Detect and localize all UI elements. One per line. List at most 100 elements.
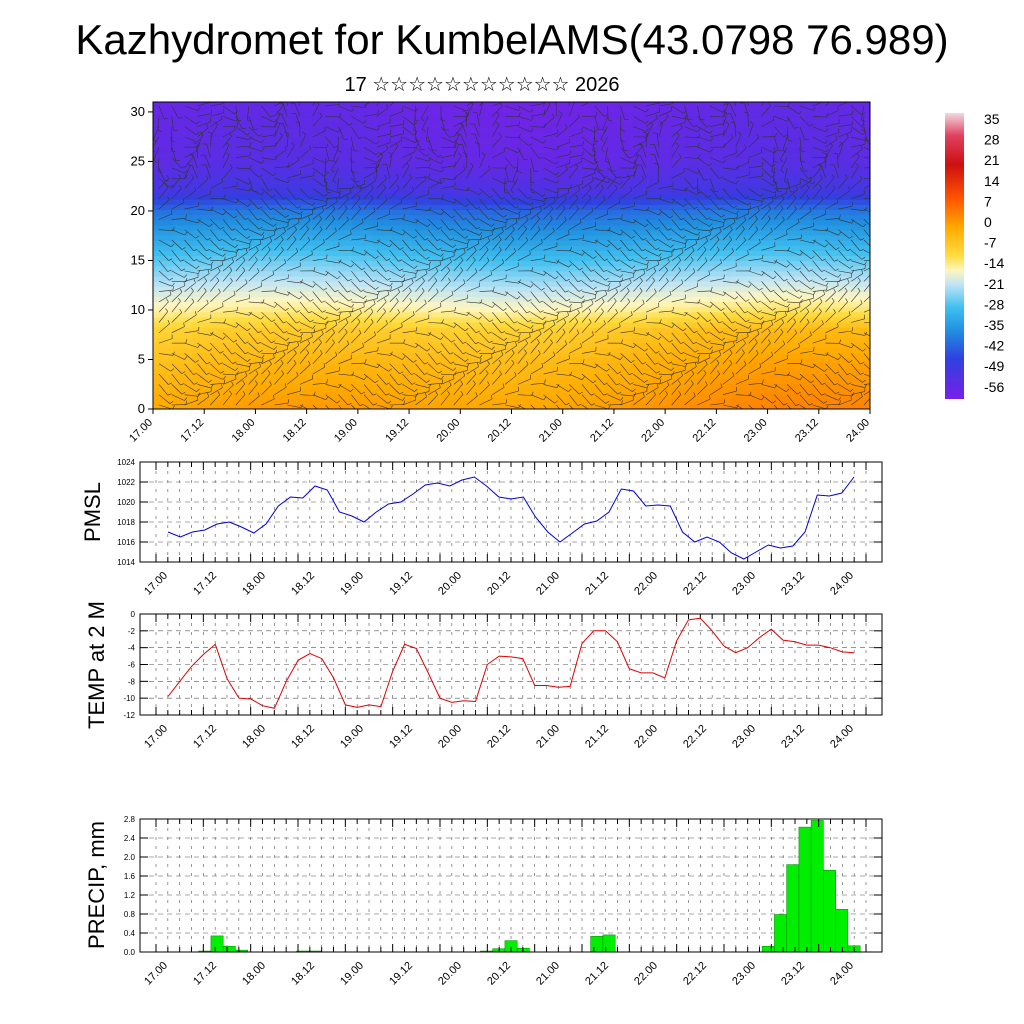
wind-barb-feather — [179, 288, 183, 293]
temperature-cell — [471, 163, 493, 170]
wind-barb-feather — [254, 256, 258, 261]
wind-barb-feather — [351, 304, 355, 308]
temperature-cell — [850, 255, 870, 262]
wind-barb-feather — [323, 412, 326, 414]
temperature-cell — [710, 132, 732, 139]
temperature-cell — [392, 199, 413, 205]
wind-barb — [261, 364, 272, 375]
temperature-cell — [153, 199, 174, 205]
temperature-cell — [750, 347, 772, 354]
temperature-cell — [850, 378, 870, 385]
wind-barb-feather — [659, 121, 663, 124]
temperature-cell — [392, 224, 413, 231]
wind-barb-feather — [653, 267, 657, 272]
temperature-cell — [810, 286, 831, 292]
wind-barb — [453, 134, 460, 148]
temperature-cell — [770, 132, 791, 139]
wind-barb — [261, 198, 271, 210]
wind-barb-feather — [772, 116, 775, 121]
wind-barb — [697, 198, 707, 210]
wind-barb — [671, 282, 684, 292]
wind-barb — [620, 301, 631, 313]
wind-barb — [248, 208, 258, 221]
temperature-cell — [730, 173, 752, 180]
temperature-cell — [471, 183, 493, 190]
temperature-cell — [372, 183, 393, 190]
wind-barb-feather — [550, 205, 554, 210]
temperature-cell — [690, 398, 712, 405]
temperature-cell — [312, 342, 333, 349]
temperature-cell — [252, 178, 274, 185]
wind-barb-feather — [426, 348, 431, 352]
temperature-cell — [411, 142, 433, 149]
temperature-cell — [730, 332, 752, 338]
temperature-cell — [810, 235, 831, 241]
temperature-cell — [332, 127, 353, 134]
wind-barb-feather — [298, 296, 303, 300]
temperature-cell — [710, 362, 732, 369]
wind-barb-feather — [357, 318, 361, 323]
temperature-cell — [511, 132, 533, 139]
temperature-cell — [153, 362, 174, 369]
wind-barb-feather — [334, 289, 339, 293]
temperature-cell — [491, 275, 513, 282]
wind-barb — [210, 181, 223, 189]
temperature-cell — [292, 122, 313, 129]
wind-barb-feather — [414, 147, 416, 152]
wind-barb — [684, 353, 698, 359]
temperature-cell — [471, 112, 493, 118]
wind-barb — [735, 352, 745, 364]
wind-barb-feather — [762, 379, 764, 384]
wind-barb — [543, 404, 548, 409]
temperature-cell — [531, 142, 552, 149]
temperature-cell — [491, 327, 513, 333]
temperature-cell — [650, 183, 672, 190]
temperature-cell — [611, 235, 632, 241]
wind-barb — [222, 144, 230, 158]
temperature-cell — [631, 352, 652, 359]
wind-barb — [569, 183, 583, 189]
wind-barb-feather — [450, 361, 455, 364]
temperature-cell — [750, 240, 772, 246]
wind-barb-feather — [568, 264, 572, 268]
temperature-cell — [690, 342, 712, 349]
wind-barb — [192, 154, 198, 168]
temperature-cell — [153, 260, 174, 267]
temperature-cell — [352, 153, 373, 159]
wind-barb-feather — [424, 249, 428, 252]
temperature-cell — [491, 153, 513, 159]
wind-barb — [607, 291, 618, 303]
temperature-cell — [411, 102, 433, 108]
wind-barb — [274, 226, 289, 230]
wind-barb-feather — [281, 370, 284, 375]
wind-barb — [210, 322, 225, 324]
temperature-cell — [332, 214, 353, 221]
temperature-cell — [611, 260, 632, 267]
wind-barb — [479, 290, 494, 292]
temperature-cell — [511, 229, 533, 236]
temperature-cell — [192, 168, 214, 175]
wind-barb-feather — [605, 290, 607, 295]
wind-barb — [440, 322, 455, 328]
temperature-cell — [272, 204, 294, 211]
temperature-cell — [232, 316, 254, 323]
temperature-cell — [631, 235, 652, 241]
temperature-cell — [212, 204, 234, 211]
wind-barb — [492, 114, 500, 127]
wind-barb — [466, 395, 478, 406]
temperature-cell — [292, 378, 313, 385]
temperature-cell — [332, 158, 353, 164]
temperature-cell — [650, 188, 672, 195]
wind-barb-feather — [336, 307, 341, 311]
temperature-cell — [451, 163, 473, 170]
temperature-cell — [551, 378, 572, 385]
wind-barb-feather — [731, 247, 734, 252]
wind-barb — [735, 240, 746, 251]
wind-barb-feather — [181, 391, 186, 395]
wind-barb-feather — [639, 143, 643, 147]
wind-barb — [556, 291, 567, 302]
wind-barb-feather — [325, 396, 329, 400]
wind-barb — [517, 404, 526, 409]
wind-barb-feather — [709, 346, 713, 350]
wind-barb — [466, 208, 476, 221]
